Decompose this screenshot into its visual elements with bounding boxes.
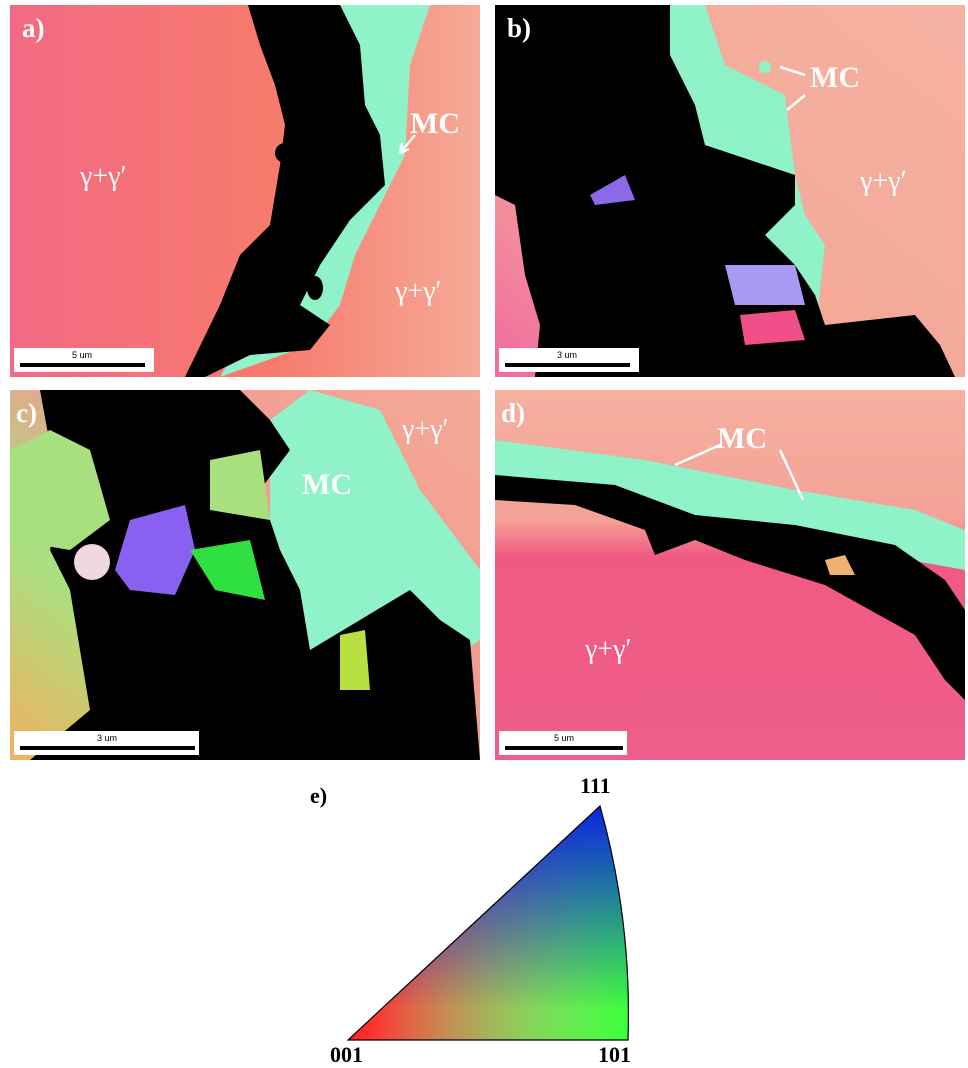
figure: a) MC γ+γ′ γ+γ′ 5 um b) MC γ+γ′ 3 um c) …: [0, 0, 968, 1068]
region: [340, 800, 640, 1045]
region: [210, 450, 270, 520]
label: 001: [330, 1042, 363, 1067]
label: c): [16, 398, 37, 428]
label: 101: [598, 1042, 631, 1067]
label: d): [501, 398, 525, 428]
region: [20, 363, 145, 367]
label: MC: [302, 468, 352, 501]
panel: a) MC γ+γ′ γ+γ′ 5 um: [10, 5, 480, 377]
region: [340, 630, 370, 690]
label: γ+γ′: [584, 634, 632, 665]
region: [20, 746, 195, 750]
label: a): [22, 13, 45, 43]
label: 3 um: [557, 350, 577, 360]
region: [307, 276, 323, 300]
label: γ+γ′: [394, 276, 442, 307]
label: γ+γ′: [859, 166, 907, 197]
panel: c) γ+γ′ MC 3 um: [10, 390, 480, 760]
label: MC: [717, 422, 767, 455]
label: MC: [410, 107, 460, 140]
region: [505, 746, 623, 750]
ipf-key: [340, 800, 640, 1045]
label: 5 um: [554, 733, 574, 743]
panel: d) MC γ+γ′ 5 um: [495, 390, 965, 760]
region: [740, 310, 805, 345]
label: γ+γ′: [401, 414, 449, 445]
region: [725, 265, 805, 305]
page: EBSD maps {"panels": [ {"label": "a)", "…: [0, 0, 968, 1068]
label: 3 um: [97, 733, 117, 743]
panel: b) MC γ+γ′ 3 um: [495, 5, 965, 377]
label: γ+γ′: [79, 161, 127, 192]
region: [275, 143, 295, 163]
label: 5 um: [72, 350, 92, 360]
body: a) MC γ+γ′ γ+γ′ 5 um b) MC γ+γ′ 3 um c) …: [0, 0, 968, 1068]
region: [505, 363, 630, 367]
label: b): [507, 13, 531, 43]
label: 111: [580, 773, 611, 798]
region: [759, 61, 771, 73]
label: e): [310, 783, 327, 808]
region: [74, 544, 110, 580]
label: MC: [810, 61, 860, 94]
